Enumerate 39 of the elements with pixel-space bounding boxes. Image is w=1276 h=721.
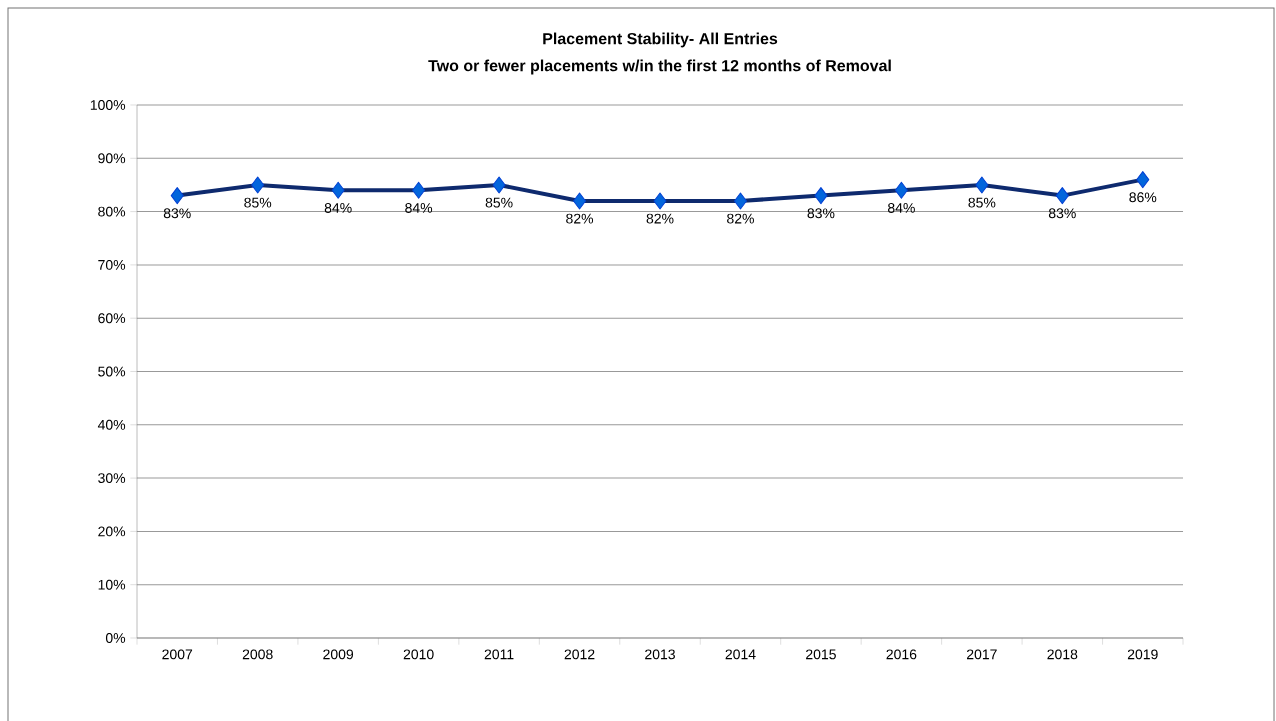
x-tick-label: 2016 xyxy=(886,649,917,660)
x-tick-label: 2007 xyxy=(162,649,193,660)
y-tick-label: 40% xyxy=(97,419,126,430)
x-tick-label: 2012 xyxy=(564,649,595,660)
chart-subtitle: Two or fewer placements w/in the first 12 months of Removal xyxy=(428,59,891,75)
data-label: 86% xyxy=(1129,192,1157,203)
x-tick-label: 2018 xyxy=(1047,649,1078,660)
data-label: 82% xyxy=(727,213,754,224)
x-tick-label: 2014 xyxy=(725,649,756,660)
data-label: 85% xyxy=(244,197,272,208)
data-label: 83% xyxy=(163,208,191,219)
x-tick-label: 2017 xyxy=(967,649,997,660)
data-label: 84% xyxy=(324,202,352,213)
x-tick-label: 2011 xyxy=(484,649,514,660)
data-label: 85% xyxy=(485,197,513,208)
y-tick-label: 30% xyxy=(98,473,126,484)
y-tick-label: 50% xyxy=(98,366,126,377)
x-tick-label: 2019 xyxy=(1127,649,1158,660)
y-tick-label: 80% xyxy=(98,206,126,217)
x-tick-label: 2015 xyxy=(806,649,836,660)
y-tick-label: 0% xyxy=(105,633,126,643)
y-tick-label: 20% xyxy=(98,526,126,537)
data-label: 82% xyxy=(566,213,594,224)
data-label: 84% xyxy=(405,202,433,213)
data-label: 83% xyxy=(1048,208,1076,219)
x-tick-label: 2008 xyxy=(242,649,273,660)
data-label: 82% xyxy=(646,213,674,224)
y-tick-label: 10% xyxy=(98,579,126,590)
data-label: 85% xyxy=(968,197,996,208)
data-label: 83% xyxy=(807,208,835,219)
x-tick-label: 2009 xyxy=(323,649,354,660)
y-tick-label: 60% xyxy=(98,313,126,324)
chart-title: Placement Stability- All Entries xyxy=(543,32,778,48)
y-tick-label: 90% xyxy=(98,153,126,164)
y-tick-label: 100% xyxy=(90,100,126,110)
x-tick-label: 2010 xyxy=(403,649,434,660)
data-label: 84% xyxy=(887,202,915,213)
y-tick-label: 70% xyxy=(98,259,126,270)
x-tick-label: 2013 xyxy=(645,649,675,660)
